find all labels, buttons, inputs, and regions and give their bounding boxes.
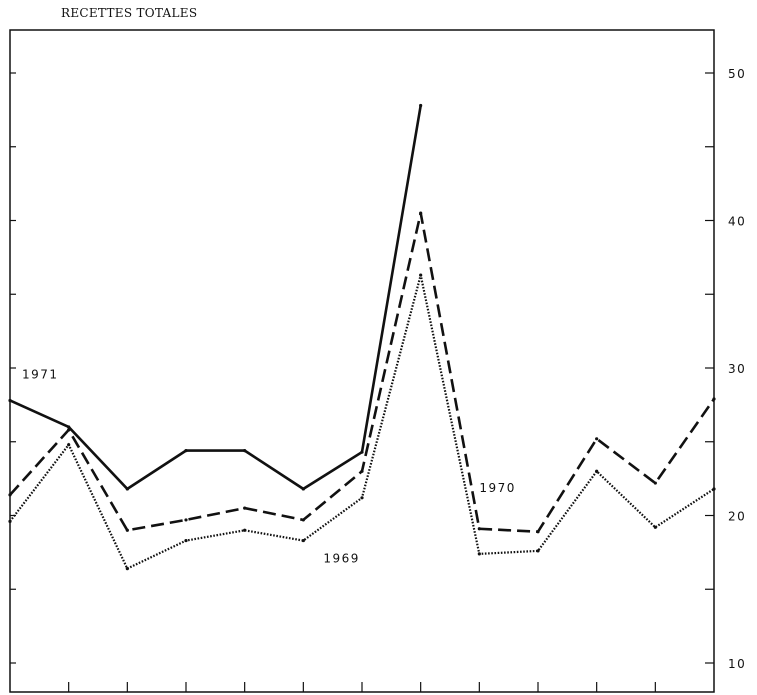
y-tick-label: 10 [728, 657, 746, 671]
data-point-1969 [243, 528, 247, 532]
data-point-1969 [125, 567, 129, 571]
data-point-1969 [595, 469, 599, 473]
data-point-1970 [8, 493, 12, 497]
data-point-1970 [301, 518, 305, 522]
data-point-1971 [184, 449, 188, 453]
data-point-1971 [8, 398, 12, 403]
series-line-1969 [9, 274, 715, 571]
data-point-1969 [8, 519, 12, 524]
axis-ticks: 10 20 30 40 50 [10, 67, 746, 692]
data-point-1969 [301, 538, 305, 543]
y-tick-label: 20 [728, 510, 746, 524]
data-point-1969 [653, 525, 657, 529]
data-point-1970 [243, 506, 247, 510]
y-tick-label: 40 [728, 215, 746, 229]
data-point-1971 [67, 425, 71, 429]
data-point-1970 [653, 481, 657, 485]
data-point-1970 [712, 397, 716, 401]
data-point-1969 [712, 487, 716, 491]
data-point-1970 [67, 428, 71, 432]
data-point-1970 [360, 469, 364, 473]
series-label-1970: 1970 [479, 481, 516, 495]
data-point-1970 [536, 530, 540, 534]
data-point-1971 [360, 450, 364, 454]
data-point-1969 [419, 273, 423, 277]
data-point-1970 [125, 528, 129, 532]
series-lines [8, 103, 716, 571]
series-labels: 1971 1970 1969 [22, 367, 516, 566]
data-point-1969 [536, 549, 540, 553]
data-point-1969 [360, 496, 364, 500]
data-point-1969 [67, 443, 71, 447]
data-point-1970 [477, 527, 481, 531]
data-point-1971 [125, 487, 129, 491]
plot-frame [9, 29, 715, 693]
series-line-1970 [9, 212, 716, 534]
data-point-1971 [419, 103, 423, 108]
data-point-1970 [419, 211, 423, 215]
y-tick-label: 30 [728, 362, 746, 376]
data-point-1969 [184, 538, 188, 543]
data-point-1971 [301, 487, 305, 491]
series-label-1971: 1971 [22, 367, 59, 381]
series-line-1971 [9, 105, 422, 491]
data-point-1971 [243, 449, 247, 453]
data-point-1970 [184, 518, 188, 522]
data-point-1969 [477, 552, 481, 556]
series-label-1969: 1969 [323, 552, 360, 566]
data-point-1970 [595, 437, 599, 441]
chart-title: RECETTES TOTALES [61, 6, 197, 20]
y-tick-label: 50 [728, 67, 746, 81]
